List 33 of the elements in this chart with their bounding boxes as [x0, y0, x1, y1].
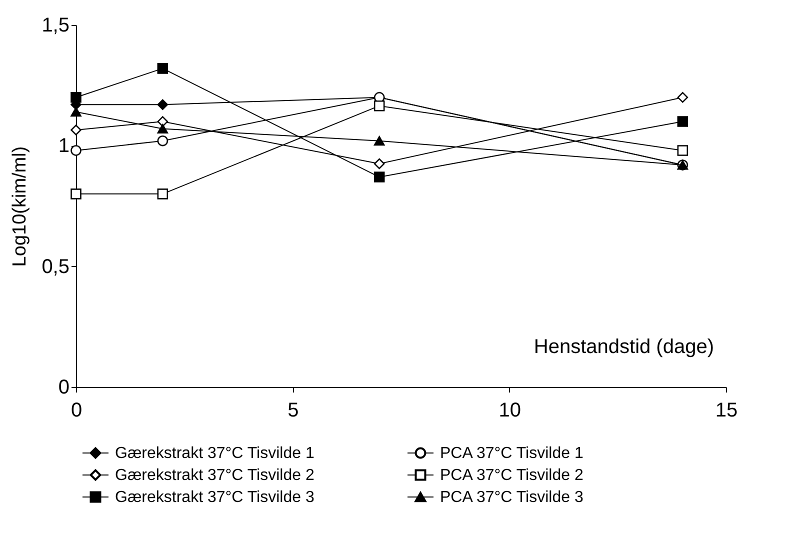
point [157, 99, 168, 110]
y-tick-label: 0,5 [42, 256, 70, 278]
point [70, 92, 82, 103]
legend-label: Gærekstrakt 37°C Tisvilde 3 [115, 489, 314, 506]
point [70, 124, 82, 136]
point [157, 124, 168, 134]
legend-label: PCA 37°C Tisvilde 3 [440, 489, 584, 506]
point [374, 136, 385, 146]
y-tick-label: 1,5 [42, 14, 70, 36]
x-tick-label: 15 [715, 400, 738, 422]
y-axis-title: Log10(kim/ml) [10, 146, 31, 267]
point [374, 158, 385, 170]
legend-label: PCA 37°C Tisvilde 2 [440, 467, 584, 484]
point [374, 100, 385, 112]
legend-label: Gærekstrakt 37°C Tisvilde 1 [115, 445, 314, 462]
point [70, 188, 82, 200]
point [157, 116, 168, 127]
point [374, 172, 385, 182]
x-tick-label: 5 [288, 400, 299, 422]
point [677, 92, 688, 103]
point [677, 116, 688, 127]
point [70, 145, 82, 156]
point [157, 188, 168, 200]
point [677, 145, 688, 156]
y-tick-label: 1 [58, 135, 70, 158]
x-axis-title: Henstandstid (dage) [534, 336, 714, 358]
x-tick-label: 10 [498, 400, 521, 422]
point [70, 107, 82, 117]
point [157, 135, 168, 146]
legend-label: Gærekstrakt 37°C Tisvilde 2 [115, 467, 314, 484]
legend-label: PCA 37°C Tisvilde 1 [440, 445, 584, 462]
point [157, 63, 168, 74]
y-tick-label: 0 [58, 376, 70, 398]
